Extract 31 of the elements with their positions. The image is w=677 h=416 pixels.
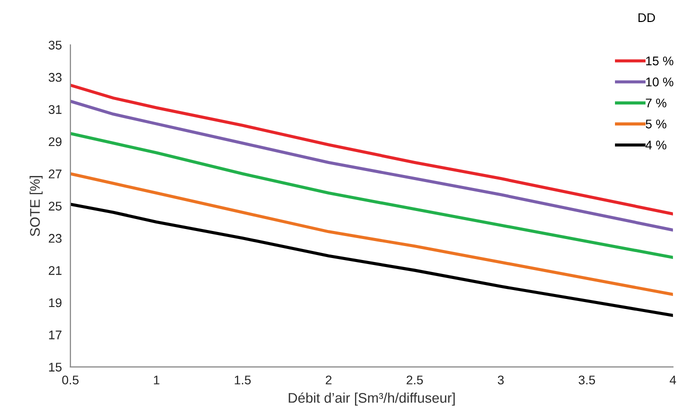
y-tick-label: 23 — [48, 234, 62, 243]
legend-label: 7 % — [646, 98, 666, 108]
y-tick-label: 15 — [49, 362, 62, 372]
line-series — [70, 202, 673, 317]
x-tick-label: 1 — [154, 376, 160, 384]
y-axis-title: SOTE [%] — [30, 176, 43, 236]
x-tick-label: 2.5 — [406, 376, 423, 384]
x-tick-label: 1.5 — [234, 376, 251, 384]
y-tick-label: 33 — [48, 72, 62, 82]
line-series — [70, 132, 673, 259]
y-tick-label: 31 — [48, 105, 62, 114]
y-tick-label: 27 — [48, 170, 62, 178]
x-axis-title: Débit d’air [Sm³/h/diffuseur] — [288, 392, 455, 406]
legend-label: 5 % — [646, 120, 666, 128]
legend-label: 15 % — [646, 56, 674, 66]
y-tick-label: 17 — [49, 330, 62, 340]
legend-label: 10 % — [646, 78, 674, 86]
y-tick-label: 19 — [49, 298, 62, 308]
x-tick-label: 3 — [498, 376, 504, 384]
line-series — [70, 172, 673, 296]
y-tick-label: 21 — [48, 266, 62, 275]
x-tick-label: 2 — [326, 376, 332, 384]
legend-label: 4 % — [646, 140, 666, 150]
y-tick-label: 25 — [48, 202, 62, 211]
y-tick-label: 35 — [48, 40, 62, 50]
legend-title: DD — [638, 13, 655, 22]
x-tick-label: 0.5 — [62, 376, 79, 384]
x-tick-label: 4 — [670, 376, 676, 384]
y-tick-label: 29 — [48, 137, 62, 146]
x-tick-label: 3.5 — [578, 376, 596, 384]
line-series — [70, 100, 673, 232]
